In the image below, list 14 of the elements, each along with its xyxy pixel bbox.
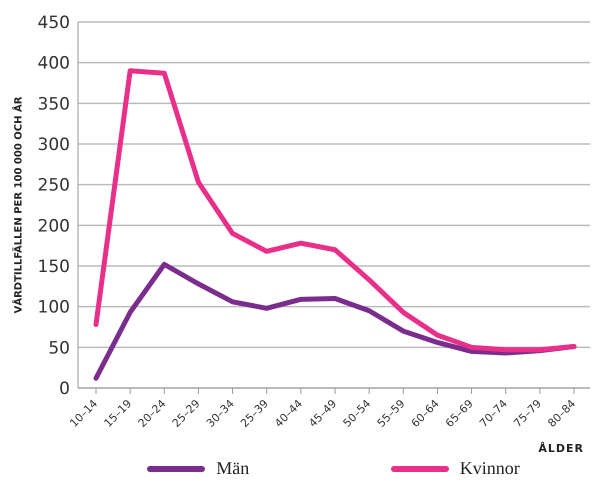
y-tick-label: 400 <box>38 54 70 74</box>
y-tick-label: 0 <box>59 379 70 400</box>
y-tick-label: 350 <box>38 94 70 114</box>
y-tick-label: 100 <box>38 298 70 318</box>
y-tick-label: 450 <box>38 13 70 34</box>
legend-label: Män <box>216 458 250 479</box>
y-tick-label: 150 <box>38 257 70 278</box>
y-axis-title: VÅRDTILLFÄLLEN PER 100 000 OCH ÅR <box>12 96 25 314</box>
legend-label: Kvinnor <box>460 458 520 479</box>
y-tick-label: 300 <box>38 135 70 156</box>
y-tick-label: 200 <box>38 216 70 236</box>
y-tick-label: 50 <box>48 338 70 358</box>
y-tick-label: 250 <box>38 176 70 196</box>
x-axis-title: ÅLDER <box>538 441 584 455</box>
